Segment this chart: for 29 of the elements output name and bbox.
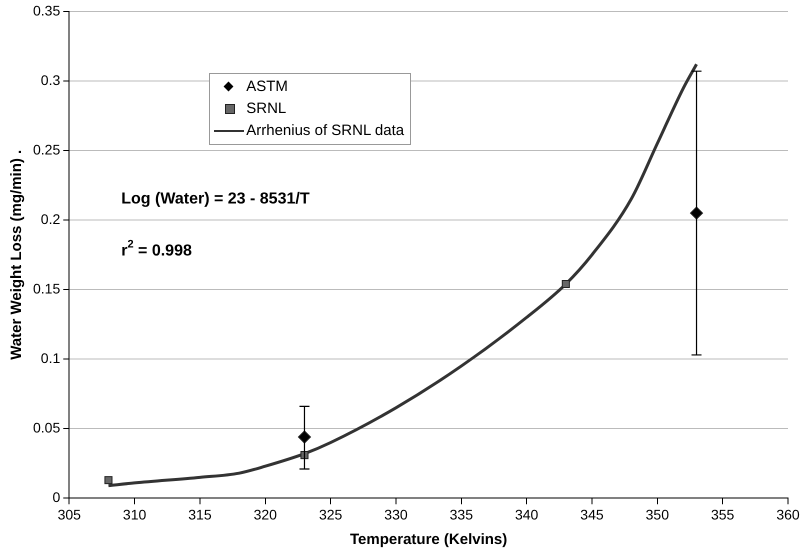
y-tick-label: 0 — [52, 489, 60, 506]
x-tick-label: 345 — [580, 506, 604, 522]
x-tick-label: 330 — [384, 506, 408, 522]
x-axis-title: Temperature (Kelvins) — [350, 531, 508, 548]
y-tick-label: 0.35 — [33, 2, 60, 18]
y-tick-label: 0.1 — [40, 350, 60, 366]
x-tick-label: 325 — [318, 506, 343, 522]
x-tick-label: 360 — [776, 506, 800, 522]
point — [562, 280, 570, 288]
legend-label: ASTM — [246, 77, 288, 98]
y-tick-label: 0.25 — [33, 141, 60, 158]
legend-label: Arrhenius of SRNL data — [246, 121, 404, 142]
x-tick-label: 320 — [254, 506, 278, 522]
annotation: Log (Water) = 23 - 8531/T — [121, 190, 310, 208]
x-tick-label: 315 — [188, 506, 212, 522]
x-tick-label: 355 — [710, 506, 735, 522]
legend-label: SRNL — [246, 99, 286, 120]
y-tick-label: 0.05 — [33, 420, 60, 436]
line-series — [106, 62, 698, 488]
y-tick-label: 0.15 — [33, 280, 60, 296]
x-tick-label: 310 — [122, 506, 146, 522]
y-tick-label: 0.2 — [40, 210, 60, 227]
x-tick-label: 350 — [646, 506, 670, 522]
point — [104, 476, 112, 484]
y-axis-title: Water Weight Loss (mg/min) . — [8, 150, 26, 360]
y-tick-label: 0.3 — [40, 72, 60, 88]
x-tick-label: 335 — [450, 506, 474, 522]
x-tick-label: 305 — [58, 506, 82, 522]
x-tick-label: 340 — [514, 506, 539, 522]
